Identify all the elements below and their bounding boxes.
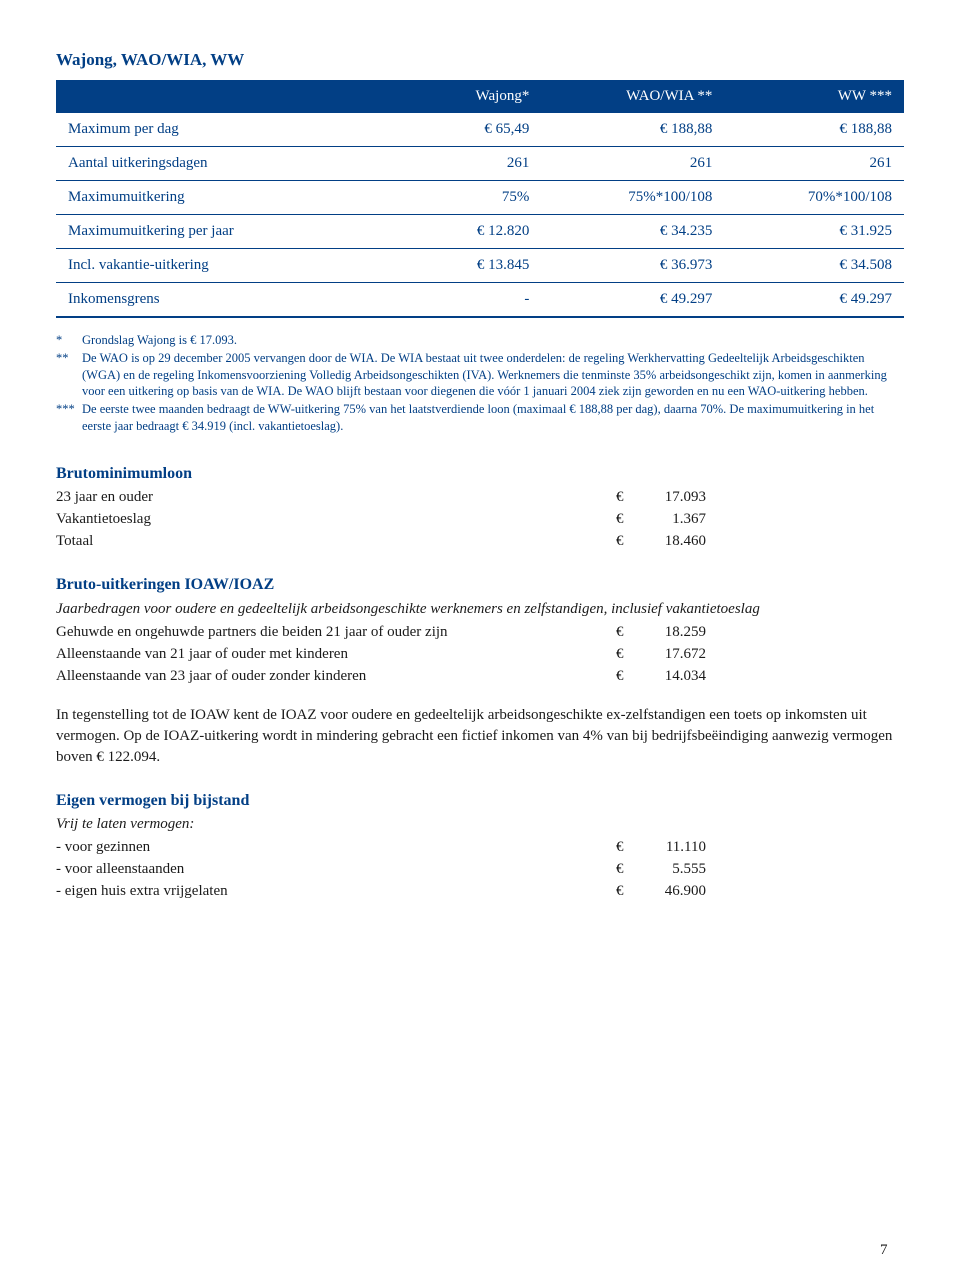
euro-sign: € [616,881,636,902]
kv-value: 18.259 [636,622,706,643]
row-label: Maximum per dag [56,113,412,147]
kv-value: 17.672 [636,644,706,665]
table-row: Inkomensgrens - € 49.297 € 49.297 [56,282,904,317]
table-header: WW *** [724,80,904,113]
kv-label: - voor gezinnen [56,837,616,858]
cell: € 34.235 [541,214,724,248]
row-label: Maximumuitkering [56,180,412,214]
table-row: Maximumuitkering per jaar € 12.820 € 34.… [56,214,904,248]
table-row: Incl. vakantie-uitkering € 13.845 € 36.9… [56,248,904,282]
footnote-mark: ** [56,350,82,401]
row-label: Maximumuitkering per jaar [56,214,412,248]
footnote-text: De eerste twee maanden bedraagt de WW-ui… [82,401,904,435]
kv-label: Alleenstaande van 23 jaar of ouder zonde… [56,666,616,687]
table-header: WAO/WIA ** [541,80,724,113]
ioaw-section: Bruto-uitkeringen IOAW/IOAZ Jaarbedragen… [56,574,904,767]
intro-text: Vrij te laten vermogen: [56,814,904,835]
row-label: Inkomensgrens [56,282,412,317]
cell: 261 [541,146,724,180]
cell: 70%*100/108 [724,180,904,214]
euro-sign: € [616,487,636,508]
euro-sign: € [616,644,636,665]
kv-label: - eigen huis extra vrijgelaten [56,881,616,902]
eigen-vermogen-section: Eigen vermogen bij bijstand Vrij te late… [56,790,904,902]
euro-sign: € [616,622,636,643]
cell: € 65,49 [412,113,541,147]
cell: 75% [412,180,541,214]
table-row: Maximum per dag € 65,49 € 188,88 € 188,8… [56,113,904,147]
table-row: Aantal uitkeringsdagen 261 261 261 [56,146,904,180]
table-row: Maximumuitkering 75% 75%*100/108 70%*100… [56,180,904,214]
kv-value: 14.034 [636,666,706,687]
subsection-title: Eigen vermogen bij bijstand [56,790,904,812]
footnote-mark: *** [56,401,82,435]
intro-text: Jaarbedragen voor oudere en gedeeltelijk… [56,599,904,620]
euro-sign: € [616,666,636,687]
footnotes: * Grondslag Wajong is € 17.093. ** De WA… [56,332,904,435]
cell: € 12.820 [412,214,541,248]
row-label: Incl. vakantie-uitkering [56,248,412,282]
footnote-text: De WAO is op 29 december 2005 vervangen … [82,350,904,401]
cell: 261 [724,146,904,180]
cell: € 188,88 [724,113,904,147]
page-number: 7 [880,1240,888,1261]
cell: € 13.845 [412,248,541,282]
kv-label: Vakantietoeslag [56,509,616,530]
euro-sign: € [616,509,636,530]
subsection-title: Brutominimumloon [56,463,904,485]
benefits-table: Wajong* WAO/WIA ** WW *** Maximum per da… [56,80,904,318]
cell: € 49.297 [724,282,904,317]
footnote-mark: * [56,332,82,349]
kv-value: 18.460 [636,531,706,552]
table-header [56,80,412,113]
kv-value: 11.110 [636,837,706,858]
cell: 261 [412,146,541,180]
cell: € 49.297 [541,282,724,317]
subsection-title: Bruto-uitkeringen IOAW/IOAZ [56,574,904,596]
kv-value: 46.900 [636,881,706,902]
cell: 75%*100/108 [541,180,724,214]
row-label: Aantal uitkeringsdagen [56,146,412,180]
kv-label: 23 jaar en ouder [56,487,616,508]
cell: € 188,88 [541,113,724,147]
euro-sign: € [616,531,636,552]
kv-label: Gehuwde en ongehuwde partners die beiden… [56,622,616,643]
kv-label: - voor alleenstaanden [56,859,616,880]
cell: - [412,282,541,317]
brutominimumloon-section: Brutominimumloon 23 jaar en ouder € 17.0… [56,463,904,552]
kv-label: Alleenstaande van 21 jaar of ouder met k… [56,644,616,665]
kv-value: 5.555 [636,859,706,880]
table-header: Wajong* [412,80,541,113]
cell: € 34.508 [724,248,904,282]
euro-sign: € [616,837,636,858]
cell: € 36.973 [541,248,724,282]
section-title-main: Wajong, WAO/WIA, WW [56,48,904,72]
kv-label: Totaal [56,531,616,552]
footnote-text: Grondslag Wajong is € 17.093. [82,332,904,349]
kv-value: 1.367 [636,509,706,530]
euro-sign: € [616,859,636,880]
ioaw-paragraph: In tegenstelling tot de IOAW kent de IOA… [56,705,904,768]
kv-value: 17.093 [636,487,706,508]
cell: € 31.925 [724,214,904,248]
